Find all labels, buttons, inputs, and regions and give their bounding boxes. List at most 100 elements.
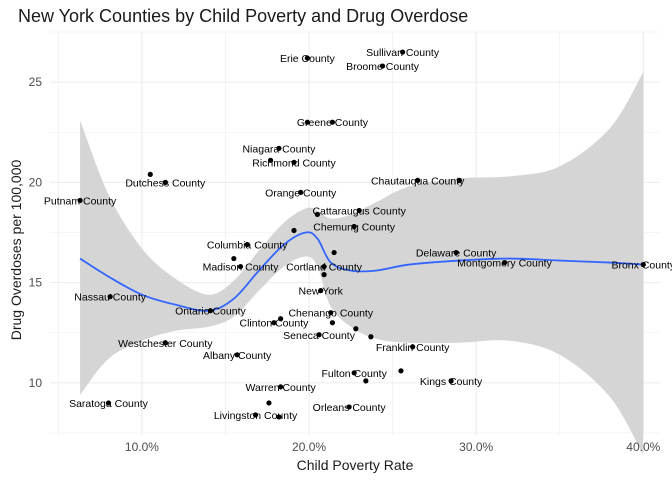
point-label: Nassau County <box>74 292 147 304</box>
data-point <box>77 197 83 204</box>
data-point <box>415 177 421 183</box>
point-label: Clinton County <box>240 318 310 330</box>
point-label: Putnam County <box>44 195 117 207</box>
x-axis-title: Child Poverty Rate <box>297 457 414 473</box>
data-point <box>291 227 297 234</box>
data-points <box>77 49 646 420</box>
data-point <box>147 171 153 177</box>
data-point <box>400 49 406 55</box>
point-label: New York <box>299 286 344 298</box>
data-point <box>640 261 646 268</box>
data-point <box>278 316 284 322</box>
y-tick-label: 15 <box>29 276 43 290</box>
point-label: Dutchess County <box>125 177 206 189</box>
data-point <box>304 55 310 61</box>
data-point <box>318 288 324 294</box>
data-point <box>398 368 404 374</box>
data-point <box>162 340 168 346</box>
data-point <box>368 334 374 340</box>
point-label: Fulton County <box>321 368 387 380</box>
point-label: Chautauqua County <box>371 175 465 187</box>
data-point <box>328 310 334 316</box>
point-label: Richmond County <box>252 157 336 169</box>
data-point <box>363 378 369 384</box>
data-point <box>351 223 357 230</box>
point-label: Cortland County <box>286 262 363 274</box>
data-point <box>356 207 362 214</box>
data-point <box>456 177 463 183</box>
data-point <box>353 326 359 332</box>
data-point <box>321 263 327 270</box>
data-point <box>276 145 282 151</box>
data-point <box>162 179 168 185</box>
point-label: Madison County <box>203 262 280 274</box>
data-point <box>331 249 337 256</box>
point-label: Cattaraugus County <box>312 205 406 217</box>
y-tick-labels: 10 15 20 25 <box>29 75 43 390</box>
data-point <box>410 344 416 350</box>
data-point <box>291 159 297 165</box>
data-point <box>237 263 244 270</box>
data-point <box>244 241 250 248</box>
data-point <box>266 400 272 406</box>
data-point <box>346 404 352 410</box>
point-label: Saratoga County <box>69 398 149 410</box>
point-label: Franklin County <box>376 342 450 354</box>
point-label: Bronx County <box>611 260 672 272</box>
point-label: Seneca County <box>283 330 356 342</box>
data-point <box>271 320 277 326</box>
x-tick-label: 30.0% <box>459 440 493 454</box>
data-point <box>316 332 322 338</box>
y-tick-label: 25 <box>29 75 43 89</box>
point-label: Livingston County <box>214 410 298 422</box>
data-point <box>321 272 327 278</box>
chart-title: New York Counties by Child Poverty and D… <box>18 6 469 26</box>
x-tick-label: 40.0% <box>626 440 660 454</box>
x-tick-labels: 10.0% 20.0% 30.0% 40.0% <box>125 440 661 454</box>
point-label: Albany County <box>203 350 272 362</box>
smooth-trend-line <box>79 231 644 312</box>
data-point <box>276 414 282 420</box>
data-point <box>314 211 320 218</box>
point-label: Greene County <box>297 117 369 129</box>
data-point <box>231 255 237 262</box>
point-label: Ontario County <box>175 306 246 318</box>
point-label: Delaware County <box>416 248 497 260</box>
point-label: Warren County <box>246 382 317 394</box>
point-labels: Erie County Sullivan County Broome County G… <box>44 47 672 422</box>
y-tick-label: 10 <box>29 376 43 390</box>
data-point <box>268 157 274 163</box>
point-label: Orange County <box>265 187 337 199</box>
point-label: Broome County <box>346 61 420 73</box>
point-label: Westchester County <box>118 338 213 350</box>
data-point <box>351 370 357 376</box>
data-point <box>107 294 113 300</box>
y-tick-label: 20 <box>29 175 43 189</box>
point-label: Montgomery County <box>457 258 552 270</box>
data-point <box>379 63 386 69</box>
data-point <box>501 259 508 266</box>
point-label: Sullivan County <box>366 47 440 59</box>
point-label: Kings County <box>420 376 483 388</box>
point-label: Chenango County <box>288 308 373 320</box>
point-label: Orleans County <box>313 402 387 414</box>
confidence-ribbon <box>80 72 644 456</box>
data-point <box>252 412 259 418</box>
point-label: Chemung County <box>313 221 395 233</box>
data-point <box>453 249 459 256</box>
data-point <box>234 352 240 358</box>
y-axis-title: Drug Overdoses per 100,000 <box>8 160 24 341</box>
x-tick-label: 10.0% <box>125 440 159 454</box>
data-point <box>329 320 336 326</box>
point-label: Niagara County <box>242 143 316 155</box>
point-label: Columbia County <box>207 240 288 252</box>
data-point <box>298 189 304 195</box>
point-label: Erie County <box>280 53 336 65</box>
data-point <box>329 119 336 125</box>
data-point <box>278 384 284 390</box>
data-point <box>105 400 112 406</box>
x-tick-label: 20.0% <box>292 440 326 454</box>
data-point <box>207 308 214 314</box>
data-point <box>448 378 454 384</box>
